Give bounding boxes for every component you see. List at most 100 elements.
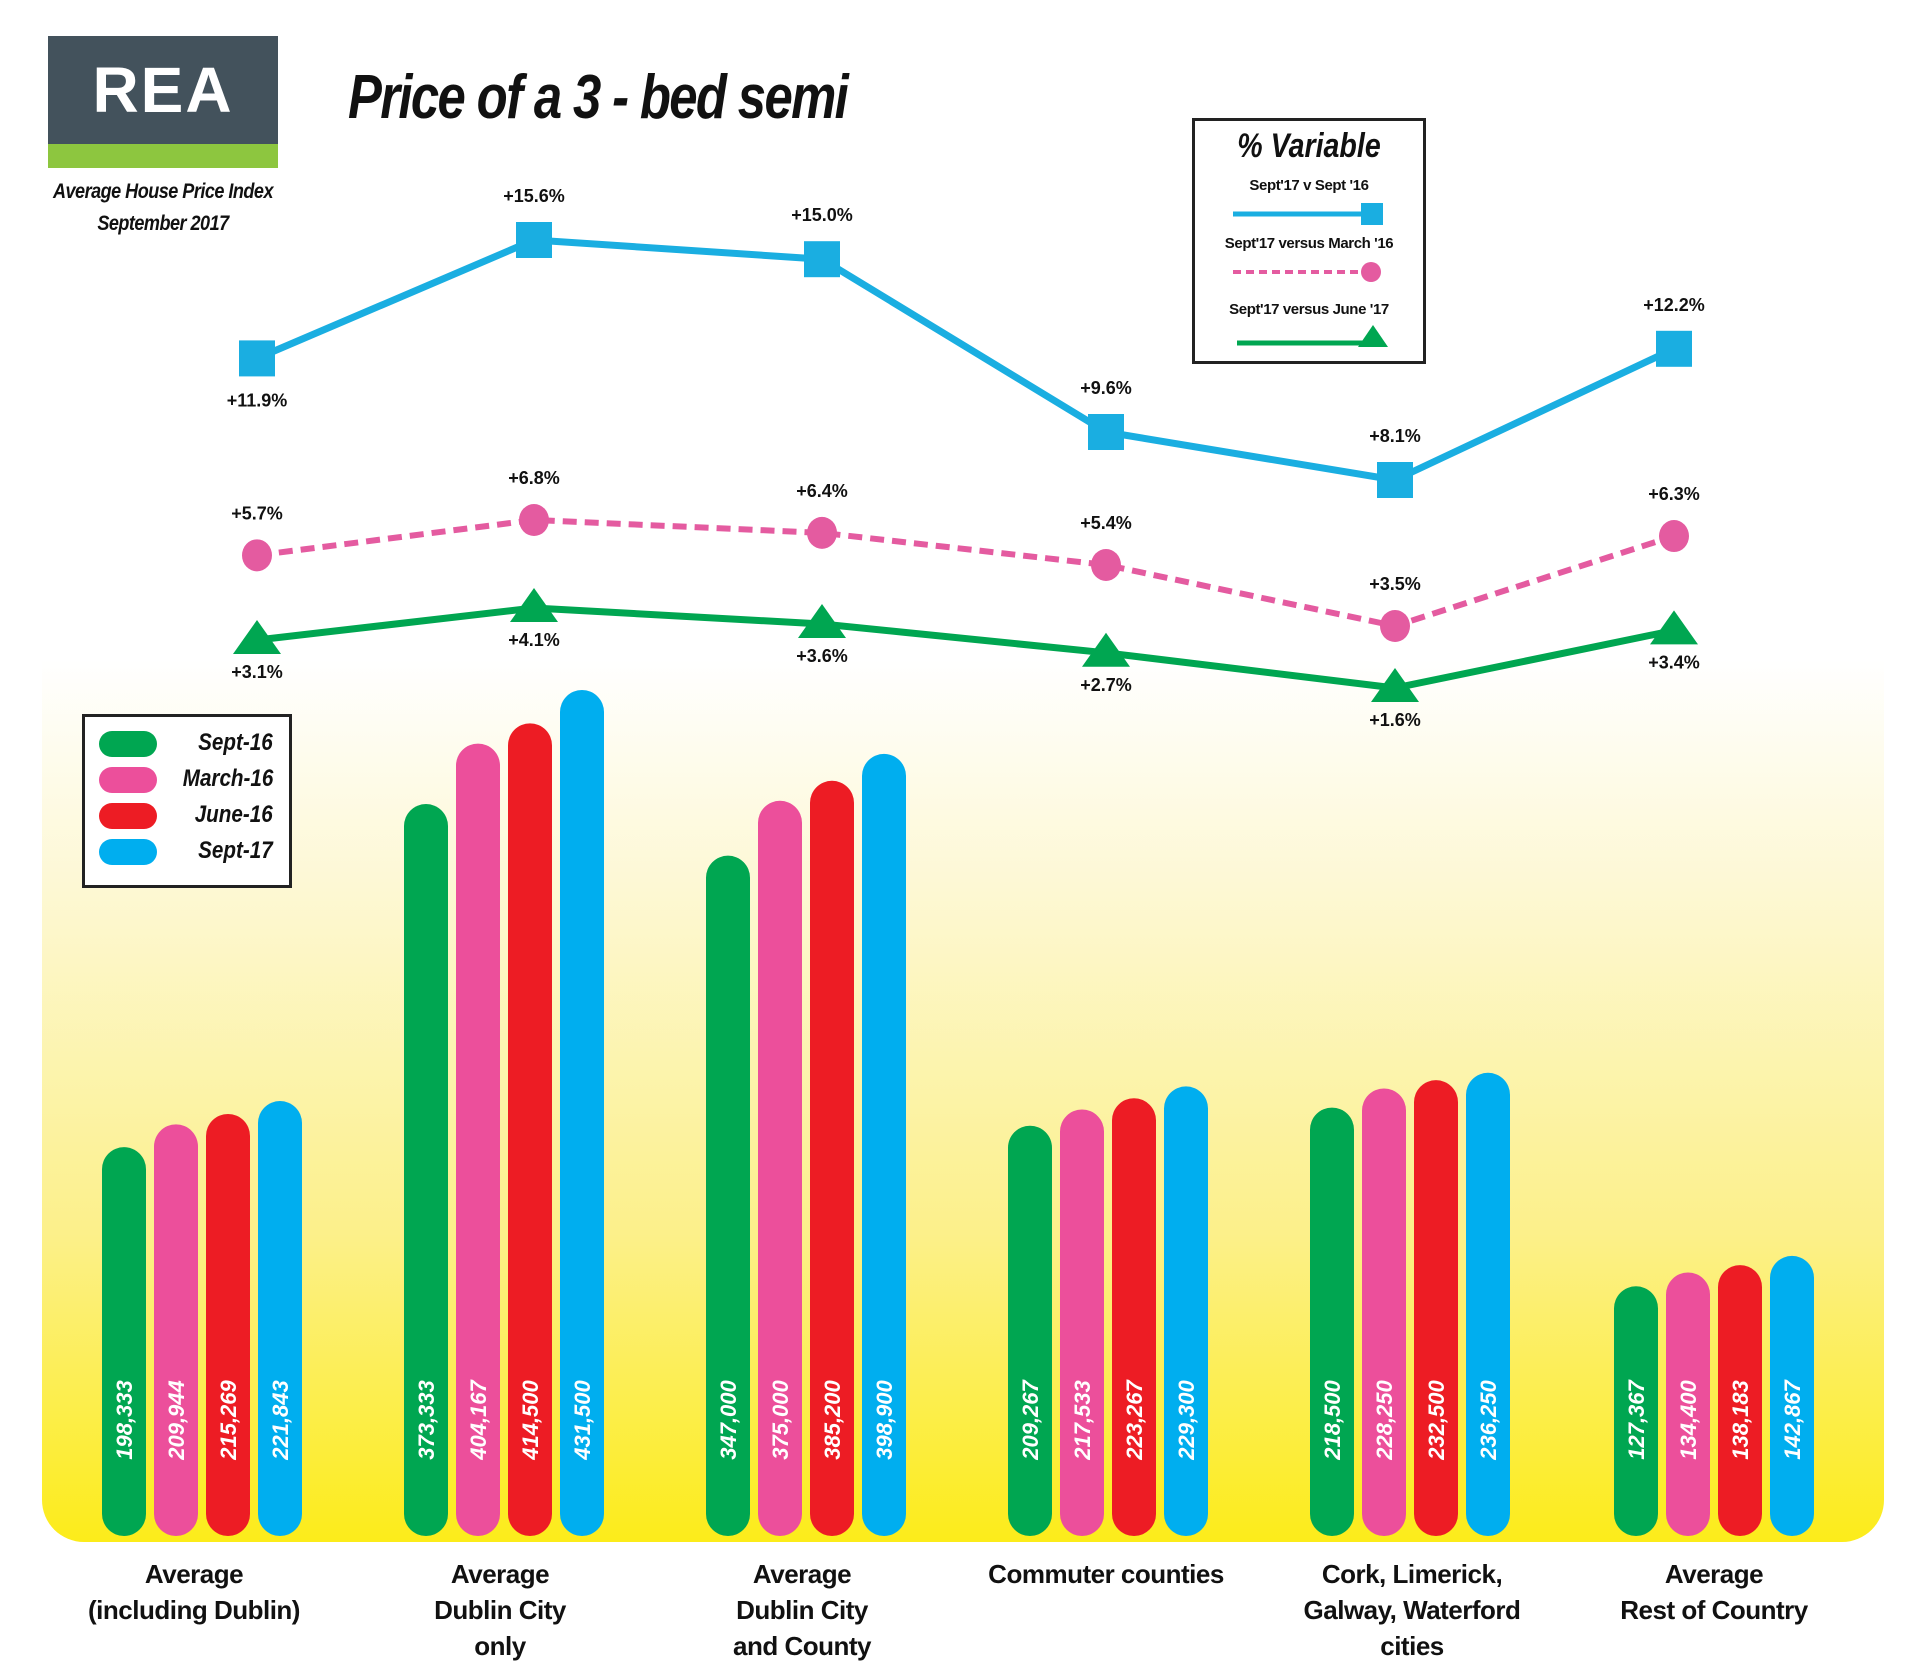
line-data-label: +6.4% bbox=[796, 481, 848, 501]
circle-marker bbox=[242, 539, 272, 572]
bar-sept-17-2 bbox=[862, 753, 906, 1536]
bar-chart-background bbox=[42, 660, 1884, 1542]
logo-green-stripe bbox=[48, 144, 278, 168]
line-legend-key-yoy bbox=[1233, 203, 1383, 225]
bar-sept-16-3 bbox=[1008, 1125, 1052, 1536]
bar-value-label: 431,500 bbox=[570, 1379, 595, 1460]
line-series-square bbox=[255, 236, 1676, 484]
square-marker bbox=[516, 222, 552, 258]
bar-june-16-0 bbox=[206, 1113, 250, 1536]
triangle-marker-icon bbox=[1358, 325, 1388, 347]
bar-legend: Sept-16 March-16 June-16 Sept-17 bbox=[82, 714, 292, 888]
line-legend-key-march bbox=[1233, 262, 1381, 282]
line-data-label: +8.1% bbox=[1369, 426, 1421, 446]
bar-june-16-4 bbox=[1414, 1080, 1458, 1536]
logo-text: REA bbox=[48, 36, 278, 144]
bar-sept-17-0 bbox=[258, 1101, 302, 1536]
legend-swatch-march-16 bbox=[99, 767, 157, 793]
bar-value-label: 209,267 bbox=[1018, 1378, 1043, 1460]
bar-value-label: 375,000 bbox=[768, 1379, 793, 1459]
bar-june-16-1 bbox=[508, 723, 552, 1536]
bar-march-16-1 bbox=[456, 743, 500, 1536]
line-legend-key-june bbox=[1237, 325, 1388, 347]
category-label-commuter: Commuter counties bbox=[988, 1559, 1224, 1589]
line-legend: % Variable Sept'17 v Sept '16 Sept'17 ve… bbox=[1192, 118, 1426, 364]
bar-march-16-2 bbox=[758, 800, 802, 1536]
square-marker bbox=[1377, 462, 1413, 498]
bar-value-label: 134,400 bbox=[1676, 1379, 1701, 1459]
bar-value-label: 347,000 bbox=[716, 1379, 741, 1459]
bar-sept-16-4 bbox=[1310, 1107, 1354, 1536]
bar-value-label: 404,167 bbox=[466, 1378, 491, 1460]
bar-sept-17-3 bbox=[1164, 1086, 1208, 1536]
bar-sept-16-2 bbox=[706, 855, 750, 1536]
bar-sept-17-4 bbox=[1466, 1072, 1510, 1536]
line-data-label: +3.6% bbox=[796, 646, 848, 666]
bar-value-label: 217,533 bbox=[1070, 1380, 1095, 1461]
triangle-marker bbox=[510, 588, 558, 622]
bar-value-label: 398,900 bbox=[872, 1379, 897, 1459]
line-data-label: +6.8% bbox=[508, 468, 560, 488]
line-data-label: +15.0% bbox=[791, 205, 853, 225]
circle-marker bbox=[1091, 548, 1121, 581]
bar-value-label: 232,500 bbox=[1424, 1379, 1449, 1460]
square-marker bbox=[804, 241, 840, 278]
bar-march-16-4 bbox=[1362, 1088, 1406, 1536]
circle-marker bbox=[1659, 520, 1689, 553]
line-data-label: +3.5% bbox=[1369, 574, 1421, 594]
subtitle: Average House Price Index September 2017 bbox=[47, 176, 279, 240]
triangle-marker bbox=[1371, 668, 1419, 702]
chart-title: Price of a 3 - bed semi bbox=[348, 63, 849, 132]
circle-marker bbox=[1380, 610, 1410, 642]
legend-item-june-16: June-16 bbox=[99, 801, 279, 829]
bar-value-label: 198,333 bbox=[112, 1380, 137, 1460]
line-data-label: +12.2% bbox=[1643, 295, 1705, 315]
legend-label-march-16: March-16 bbox=[182, 765, 273, 792]
subtitle-line-1: Average House Price Index bbox=[53, 180, 274, 203]
bar-march-16-3 bbox=[1060, 1109, 1104, 1536]
category-label-rest-of-country: Average Rest of Country bbox=[1620, 1559, 1808, 1625]
bar-value-label: 228,250 bbox=[1372, 1379, 1397, 1460]
line-data-label: +4.1% bbox=[508, 630, 560, 650]
line-data-label: +2.7% bbox=[1080, 675, 1132, 695]
bar-value-label: 373,333 bbox=[414, 1380, 439, 1460]
bar-sept-16-5 bbox=[1614, 1286, 1658, 1536]
triangle-marker bbox=[1082, 632, 1130, 667]
category-label-dublin-city: Average Dublin City only bbox=[434, 1559, 566, 1661]
triangle-marker bbox=[1650, 610, 1698, 645]
bar-value-label: 215,269 bbox=[216, 1379, 241, 1460]
bar-value-label: 221,843 bbox=[268, 1380, 293, 1461]
square-marker-icon bbox=[1361, 203, 1383, 225]
line-data-label: +5.4% bbox=[1080, 513, 1132, 533]
line-data-label: +9.6% bbox=[1080, 378, 1132, 398]
bar-march-16-5 bbox=[1666, 1272, 1710, 1536]
bar-value-label: 229,300 bbox=[1174, 1379, 1199, 1460]
legend-label-sept-16: Sept-16 bbox=[198, 729, 273, 756]
bar-sept-17-5 bbox=[1770, 1255, 1814, 1536]
legend-swatch-sept-16 bbox=[99, 731, 157, 757]
line-data-label: +1.6% bbox=[1369, 710, 1421, 730]
line-series-triangle bbox=[256, 604, 1675, 692]
square-marker bbox=[1656, 330, 1692, 367]
bar-value-label: 127,367 bbox=[1624, 1378, 1649, 1459]
line-series-circle bbox=[256, 517, 1675, 629]
bar-value-label: 414,500 bbox=[518, 1379, 543, 1460]
line-data-label: +3.1% bbox=[231, 662, 283, 682]
bar-sept-16-0 bbox=[102, 1147, 146, 1536]
legend-swatch-june-16 bbox=[99, 803, 157, 829]
bar-value-label: 209,944 bbox=[164, 1380, 189, 1461]
square-marker bbox=[1088, 414, 1124, 450]
triangle-marker bbox=[233, 620, 281, 654]
bar-march-16-0 bbox=[154, 1124, 198, 1536]
bar-sept-16-1 bbox=[404, 804, 448, 1536]
subtitle-line-2: September 2017 bbox=[97, 212, 229, 235]
legend-item-sept-17: Sept-17 bbox=[99, 837, 279, 865]
bar-value-label: 236,250 bbox=[1476, 1379, 1501, 1460]
bar-june-16-5 bbox=[1718, 1265, 1762, 1536]
circle-marker bbox=[807, 516, 837, 549]
line-data-label: +5.7% bbox=[231, 503, 283, 523]
bar-value-label: 385,200 bbox=[820, 1379, 845, 1459]
line-legend-title: % Variable bbox=[1237, 127, 1381, 165]
bar-june-16-3 bbox=[1112, 1098, 1156, 1536]
